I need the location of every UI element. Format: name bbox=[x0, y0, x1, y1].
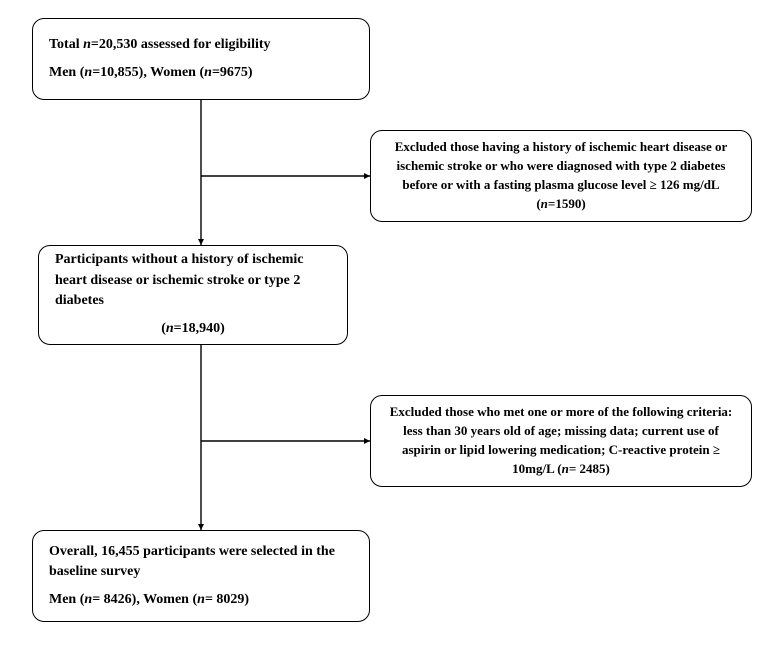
box-final-line1: Overall, 16,455 participants were select… bbox=[49, 542, 353, 583]
box-final-selection: Overall, 16,455 participants were select… bbox=[32, 530, 370, 622]
box-final-line2: Men (n= 8426), Women (n= 8029) bbox=[49, 590, 353, 610]
flowchart-canvas: Total n=20,530 assessed for eligibility … bbox=[0, 0, 781, 645]
box-without-history-line1: Participants without a history of ischem… bbox=[55, 250, 331, 311]
box-assessed-line1: Total n=20,530 assessed for eligibility bbox=[49, 35, 353, 55]
box-without-history-line2: (n=18,940) bbox=[55, 319, 331, 339]
box-assessed-line2: Men (n=10,855), Women (n=9675) bbox=[49, 63, 353, 83]
box-without-history: Participants without a history of ischem… bbox=[38, 245, 348, 345]
box-exclusion-2-text: Excluded those who met one or more of th… bbox=[387, 403, 735, 478]
box-assessed-for-eligibility: Total n=20,530 assessed for eligibility … bbox=[32, 18, 370, 100]
box-exclusion-1: Excluded those having a history of ische… bbox=[370, 130, 752, 222]
box-exclusion-2: Excluded those who met one or more of th… bbox=[370, 395, 752, 487]
box-exclusion-1-text: Excluded those having a history of ische… bbox=[387, 138, 735, 213]
